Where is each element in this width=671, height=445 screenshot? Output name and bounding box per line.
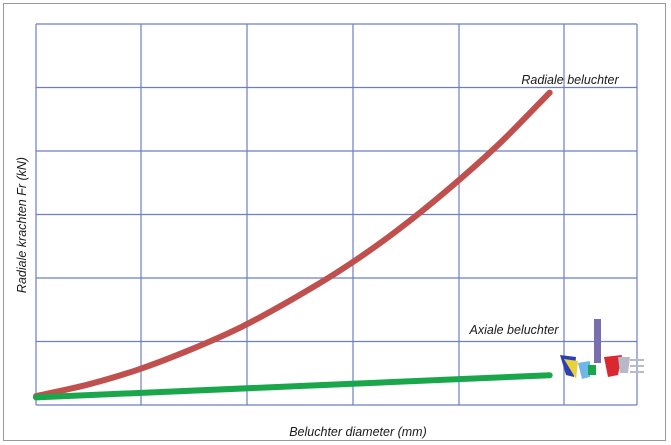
x-axis-label: Beluchter diameter (mm): [289, 425, 427, 439]
grid: [35, 23, 638, 406]
series-labels: Radiale beluchter Axiale beluchter: [469, 73, 620, 337]
fan-icon: [560, 319, 644, 379]
series-label-axiale: Axiale beluchter: [469, 323, 560, 337]
chart-frame: Radiale beluchter Axiale beluchter Beluch…: [3, 3, 666, 441]
line-chart: Radiale beluchter Axiale beluchter Beluch…: [15, 23, 644, 439]
series-label-radiale: Radiale beluchter: [521, 73, 619, 87]
series-layer: [33, 89, 553, 401]
y-axis-label: Radiale krachten Fr (kN): [15, 157, 29, 293]
series-line-radiale: [33, 89, 553, 400]
series-line-axiale: [33, 372, 553, 401]
